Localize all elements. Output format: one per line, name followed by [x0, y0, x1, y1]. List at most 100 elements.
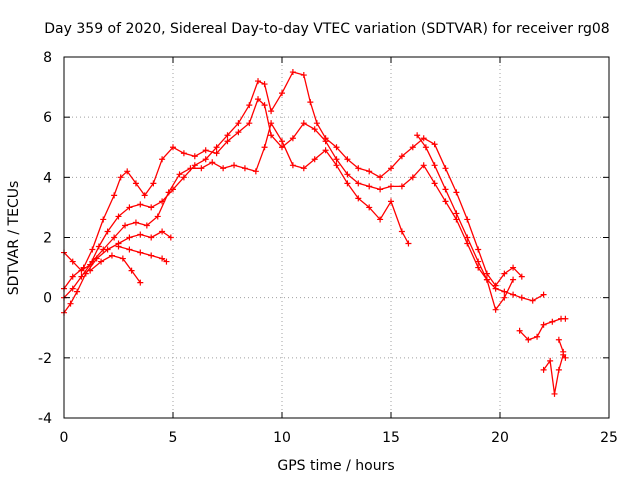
data-point	[137, 249, 144, 256]
data-point	[518, 273, 525, 280]
data-point	[529, 297, 536, 304]
series-line	[89, 254, 141, 283]
data-point	[87, 267, 94, 274]
data-point	[464, 240, 471, 247]
data-point	[344, 180, 351, 187]
y-tick-label: -2	[38, 351, 52, 367]
data-point	[300, 120, 307, 127]
data-point	[555, 336, 562, 343]
data-point	[540, 291, 547, 298]
series-track-3	[61, 120, 412, 301]
data-point	[431, 180, 438, 187]
data-point	[268, 108, 275, 115]
data-point	[333, 156, 340, 163]
series-track-7	[414, 132, 517, 313]
data-point	[150, 180, 157, 187]
series-line	[558, 339, 564, 353]
data-point	[126, 204, 133, 211]
data-point	[202, 156, 209, 163]
data-point	[122, 222, 129, 229]
series-line	[118, 245, 167, 263]
data-point	[442, 198, 449, 205]
data-point	[235, 120, 242, 127]
data-point	[93, 255, 100, 262]
data-point	[322, 147, 329, 154]
data-point	[366, 204, 373, 211]
data-point	[209, 159, 216, 166]
data-point	[191, 153, 198, 160]
data-point	[510, 264, 517, 271]
x-tick-label: 20	[491, 430, 509, 446]
data-point	[300, 165, 307, 172]
data-point	[137, 279, 144, 286]
data-point	[279, 144, 285, 151]
data-point	[89, 246, 96, 253]
series-track-10	[555, 336, 567, 355]
data-point	[510, 291, 517, 298]
y-tick-label: 0	[43, 291, 52, 307]
data-point	[191, 162, 198, 169]
series-track-8	[516, 315, 569, 343]
data-point	[104, 228, 111, 235]
data-point	[355, 195, 362, 202]
data-point	[235, 129, 242, 136]
series-track-9	[540, 351, 569, 397]
data-point	[117, 174, 124, 181]
series-line	[63, 98, 544, 302]
data-point	[344, 156, 351, 163]
data-point	[311, 126, 318, 133]
data-point	[501, 294, 508, 301]
data-point	[453, 216, 460, 223]
data-point	[167, 234, 174, 241]
data-point	[132, 180, 139, 187]
data-point	[398, 228, 405, 235]
data-point	[398, 153, 405, 160]
data-point	[78, 273, 85, 280]
data-point	[74, 288, 81, 295]
data-point	[409, 144, 416, 151]
series-line	[63, 122, 409, 299]
data-point	[148, 252, 155, 259]
data-point	[355, 180, 362, 187]
series-line	[519, 318, 566, 341]
x-tick-label: 25	[600, 430, 618, 446]
data-point	[388, 183, 394, 190]
y-tick-label: 8	[43, 50, 52, 66]
y-tick-label: 6	[43, 110, 52, 126]
data-point	[492, 306, 499, 313]
data-point	[69, 273, 76, 280]
data-point	[128, 267, 135, 274]
data-point	[555, 366, 562, 373]
data-point	[69, 285, 76, 292]
data-point	[501, 288, 508, 295]
series-line	[543, 354, 566, 395]
data-point	[422, 144, 429, 151]
data-point	[213, 150, 220, 157]
data-point	[475, 264, 482, 271]
series-line	[416, 134, 514, 311]
data-point	[154, 213, 161, 220]
data-point	[98, 258, 105, 265]
data-point	[398, 183, 405, 190]
data-point	[475, 246, 482, 253]
data-point	[104, 246, 111, 253]
data-layer	[61, 69, 569, 397]
y-tick-label: -4	[38, 411, 52, 427]
data-point	[69, 258, 76, 265]
data-point	[420, 162, 427, 169]
data-point	[115, 213, 122, 220]
data-point	[82, 270, 89, 277]
data-point	[170, 144, 176, 151]
data-point	[279, 138, 285, 145]
data-point	[551, 390, 558, 397]
data-point	[525, 336, 532, 343]
data-point	[405, 240, 412, 247]
data-point	[313, 120, 320, 127]
data-point	[126, 234, 133, 241]
data-point	[176, 171, 183, 178]
data-point	[483, 276, 490, 283]
series-track-1	[61, 96, 547, 304]
data-point	[111, 192, 118, 199]
data-point	[111, 234, 118, 241]
